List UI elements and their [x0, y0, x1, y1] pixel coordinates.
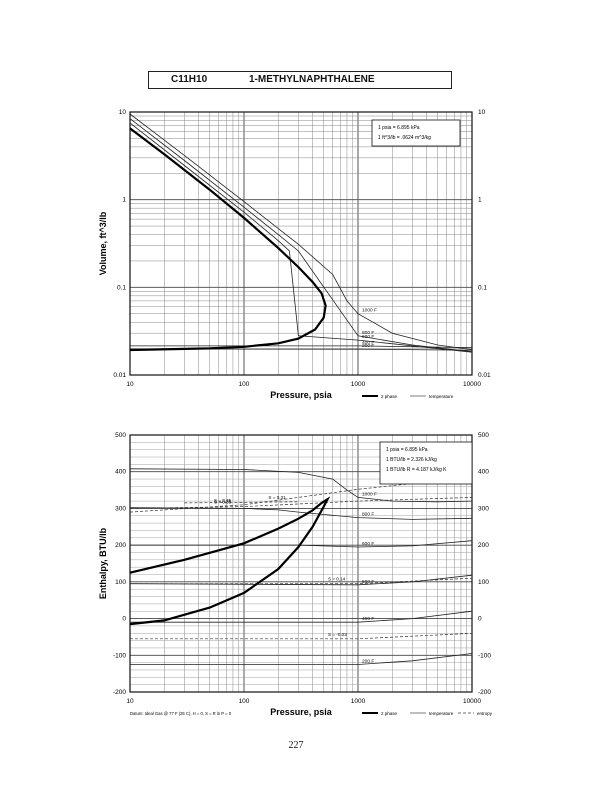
y-tick-label-left: 0: [122, 616, 126, 623]
y-axis-label: Enthalpy, BTU/lb: [98, 527, 108, 599]
y-tick-label-left: 0.01: [113, 372, 126, 379]
y-tick-label-left: 300: [115, 505, 126, 512]
y-tick-label-right: 100: [478, 579, 489, 586]
entropy-line: [130, 632, 473, 640]
y-tick-label-right: 500: [478, 432, 489, 439]
y-tick-label-right: 300: [478, 505, 489, 512]
isotherm-label: 600 F: [362, 541, 374, 547]
y-tick-label-right: 400: [478, 469, 489, 476]
x-tick-label: 10000: [463, 381, 481, 388]
isotherm-line: [129, 468, 473, 503]
entropy-label: S = 0.45: [214, 498, 232, 503]
y-tick-label-right: 10: [478, 109, 486, 116]
y-tick-label-left: 400: [115, 469, 126, 476]
y-tick-label-left: -200: [113, 689, 126, 696]
y-tick-label-right: 200: [478, 542, 489, 549]
chart-panel-1: 10 100 1000 10000 -200 -200 -100 -100 0 0 100 100 20…: [98, 432, 493, 717]
y-tick-label-right: 0.1: [478, 284, 487, 291]
entropy-label: S = 0.31: [268, 495, 286, 500]
x-tick-label: 10: [126, 381, 134, 388]
x-tick-label: 100: [239, 381, 250, 388]
x-tick-label: 100: [239, 698, 250, 705]
isotherm-label: 400 F: [362, 340, 374, 346]
entropy-line: [130, 577, 473, 585]
isotherm-label: 200 F: [362, 343, 374, 349]
x-axis-label: Pressure, psia: [270, 390, 333, 400]
two-phase-envelope: [129, 127, 327, 352]
y-tick-label-right: 0.01: [478, 372, 491, 379]
legend-label: 2 phase: [381, 711, 398, 716]
isotherm-label: 200 F: [362, 658, 374, 664]
isotherm-line: [129, 507, 473, 520]
compound-formula: C11H10: [171, 74, 208, 85]
isotherm-line: [130, 540, 473, 548]
page-number: 227: [288, 740, 304, 751]
y-tick-label-left: 500: [115, 432, 126, 439]
y-tick-label-right: -100: [478, 652, 491, 659]
entropy-line: [129, 497, 473, 509]
compound-name: 1-METHYLNAPHTHALENE: [249, 74, 375, 85]
isotherm-line: [129, 574, 473, 586]
isotherm-line: [130, 345, 473, 349]
legend-label: 2 phase: [381, 394, 398, 399]
y-axis-label: Volume, ft^3/lb: [98, 211, 108, 275]
units-note: 1 BTU/lb = 2.326 kJ/kg: [386, 457, 437, 463]
isotherm-line: [129, 113, 473, 350]
isotherm-label: 1000 F: [362, 491, 377, 497]
isotherm-label: 1000 F: [362, 308, 377, 314]
isotherm-label: 800 F: [362, 330, 374, 336]
entropy-label: S = 0.35: [214, 500, 232, 505]
entropy-label: S = -0.03: [328, 632, 347, 637]
x-tick-label: 1000: [351, 381, 366, 388]
two-phase-envelope: [129, 496, 331, 626]
legend-label: temperature: [429, 711, 454, 716]
units-note: 1 psia = 6.895 kPa: [378, 125, 420, 131]
isotherm-line: [129, 118, 473, 352]
isotherm-label: 500 F: [362, 579, 374, 585]
entropy-line: [184, 501, 299, 504]
legend-label: temperature: [429, 394, 454, 399]
isotherm-line: [129, 122, 473, 353]
isotherm-label: 400 F: [362, 616, 374, 622]
plot-frame: [129, 111, 473, 376]
y-tick-label-left: 0.1: [117, 284, 126, 291]
x-tick-label: 1000: [351, 698, 366, 705]
units-note-box: [379, 441, 473, 485]
y-tick-label-right: 0: [478, 616, 482, 623]
units-note-box: [371, 119, 461, 147]
datum-footnote: Datum: Ideal Gas @ 77 F (25 C), H = 0, S…: [130, 711, 232, 716]
isotherm-line: [130, 610, 473, 623]
x-tick-label: 10: [126, 698, 134, 705]
isotherm-label: 800 F: [362, 512, 374, 518]
y-tick-label-right: -200: [478, 689, 491, 696]
y-tick-label-left: -100: [113, 652, 126, 659]
y-tick-label-left: 100: [115, 579, 126, 586]
y-tick-label-left: 1: [122, 197, 126, 204]
chart-panel-0: 10 100 1000 10000 0.01 0.01 0.1 0.1 1 1 10 10 Pressu…: [98, 109, 491, 400]
y-tick-label-left: 200: [115, 542, 126, 549]
units-note: 1 BTU/lb R = 4.187 kJ/kg K: [386, 467, 447, 473]
y-tick-label-right: 1: [478, 197, 482, 204]
plot-frame: [129, 434, 473, 693]
y-tick-label-left: 10: [119, 109, 127, 116]
chart-title-box: C11H10 1-METHYLNAPHTHALENE: [148, 71, 452, 89]
units-note: 1 psia = 6.895 kPa: [386, 447, 428, 453]
x-tick-label: 10000: [463, 698, 481, 705]
isotherm-label: 600 F: [362, 334, 374, 340]
x-axis-label: Pressure, psia: [270, 707, 333, 717]
entropy-label: S = 0.14: [328, 577, 346, 582]
isotherm-line: [130, 653, 473, 665]
units-note: 1 ft^3/lb = .0624 m^3/kg: [378, 135, 431, 141]
legend-label: entropy: [477, 711, 493, 716]
